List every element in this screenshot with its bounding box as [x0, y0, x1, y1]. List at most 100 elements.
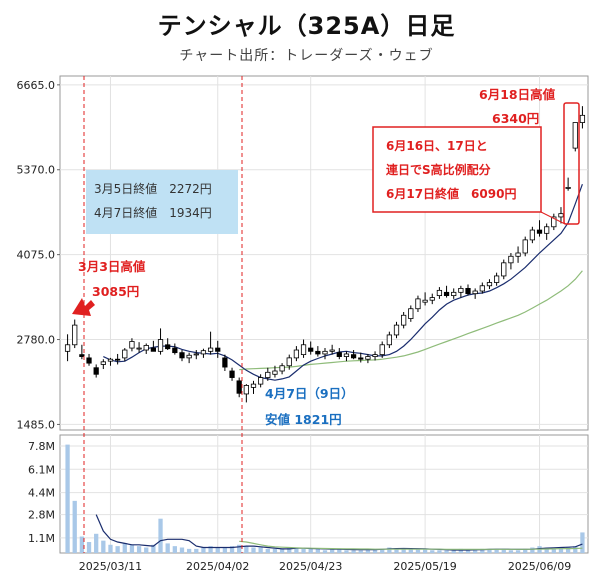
volume-bar [144, 547, 149, 553]
volume-bar [129, 544, 135, 553]
candle-body [258, 377, 264, 385]
candle-body [186, 354, 192, 359]
info-box [86, 170, 238, 234]
candle-body [515, 252, 521, 257]
volume-panel-frame [59, 434, 589, 554]
volume-bar [565, 547, 571, 553]
candle-body [122, 349, 128, 359]
volume-bar [408, 548, 413, 553]
volume-bar [365, 548, 371, 553]
date-tick-label: 2025/04/02 [186, 560, 249, 573]
candle-body [465, 287, 471, 295]
june-note-box [372, 126, 542, 213]
volume-bar [315, 548, 320, 553]
volume-bar [222, 547, 228, 553]
candle-body [436, 289, 443, 297]
ma-short [103, 183, 583, 381]
candle-body [165, 344, 171, 350]
volume-bar [530, 547, 535, 553]
volume-bar [487, 548, 492, 553]
volume-tick-label: 6.1M [28, 463, 55, 476]
candle-body [129, 341, 135, 349]
candle-body [415, 298, 421, 310]
candle-body [379, 344, 385, 356]
candle-body [358, 357, 364, 360]
volume-bar [101, 540, 106, 553]
price-tick-label: 4075.0 [17, 249, 56, 262]
volume-bar [308, 548, 313, 553]
high-mar3-price: 3085円 [92, 284, 139, 299]
chart-source: チャート出所：トレーダーズ・ウェブ [179, 48, 434, 64]
candle-body [508, 255, 514, 264]
candle-body [143, 345, 149, 351]
volume-bar [301, 548, 306, 553]
volume-bar [372, 548, 378, 553]
candle-body [79, 354, 85, 357]
volume-bar [573, 546, 578, 553]
candle-body [443, 291, 450, 297]
volume-bar [186, 548, 192, 553]
volume-bar [358, 550, 363, 553]
candle-body [472, 290, 478, 295]
candle-body [229, 370, 235, 378]
volume-bar [194, 548, 199, 553]
june-note-line-2: 連日でS高比例配分 [386, 162, 491, 177]
volume-bar [451, 550, 456, 553]
volume-bar [208, 546, 213, 553]
volume-bar [172, 546, 177, 553]
volume-bar [94, 533, 99, 553]
volume-bar [79, 536, 85, 553]
volume-bar [272, 548, 278, 553]
candle-body [222, 357, 228, 368]
volume-bar [215, 547, 220, 553]
candle-body [501, 262, 507, 277]
volume-bar [415, 548, 421, 553]
volume-bar [551, 548, 556, 553]
candle-body [401, 314, 407, 326]
volume-bar [86, 542, 92, 553]
high-mar3-label: 3月3日高値 [78, 259, 146, 274]
candle-body [372, 354, 378, 357]
price-tick-label: 2780.0 [17, 334, 56, 347]
candle-body [486, 282, 493, 287]
candle-body [179, 352, 185, 359]
candle-body [579, 114, 586, 123]
candle-body [365, 356, 371, 360]
price-tick-label: 5370.0 [17, 164, 56, 177]
candle-body [300, 344, 307, 356]
volume-bar [251, 547, 256, 553]
volume-bar [258, 547, 263, 553]
candle-body [551, 216, 557, 228]
volume-tick-label: 7.8M [28, 440, 55, 453]
volume-ma-long [239, 540, 583, 550]
candle-body [479, 285, 485, 292]
volume-tick-label: 2.8M [28, 509, 55, 522]
high-mar3-arrow [72, 298, 95, 316]
candle-body [157, 339, 164, 352]
candle-body [207, 347, 214, 352]
volume-bar [229, 546, 235, 553]
price-axis: 6665.0 5370.0 4075.0 2780.0 1485.0 [17, 79, 60, 431]
volume-bar [480, 548, 485, 553]
candle-body [136, 347, 142, 350]
volume-bar [244, 546, 249, 553]
date-tick-label: 2025/03/11 [79, 560, 142, 573]
candle-body [493, 275, 500, 283]
candlesticks [64, 106, 586, 403]
candle-body [107, 358, 114, 362]
volume-bar [136, 546, 142, 553]
volume-bar [437, 550, 442, 553]
candle-body [150, 347, 157, 352]
candle-body [315, 350, 321, 355]
volume-bar [387, 547, 392, 553]
volume-bar [294, 547, 299, 553]
candle-body [386, 334, 392, 346]
volume-bar [430, 550, 435, 553]
june-note-line-3: 6月17日終値 6090円 [386, 186, 516, 201]
volume-bar [380, 548, 385, 553]
candle-body [350, 354, 357, 359]
candle-body [336, 352, 342, 357]
candle-body [343, 353, 350, 357]
volume-bar [322, 550, 328, 553]
